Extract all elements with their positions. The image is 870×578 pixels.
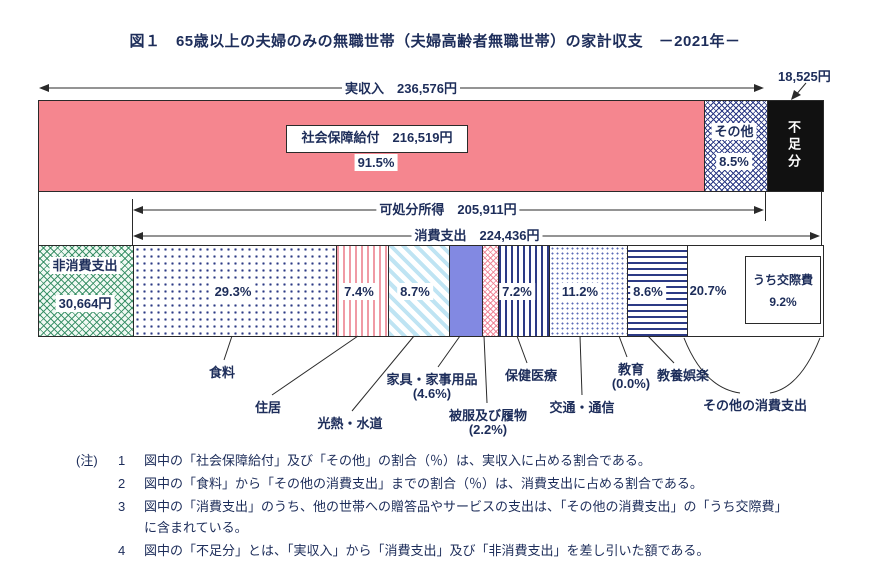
transport-category-label: 交通・通信 [549,400,615,415]
income-bar [38,100,824,192]
housing-pct-label: 7.4% [341,283,377,300]
clothing-segment [483,246,499,336]
note-row: (注) 1 図中の「社会保障給付」及び「その他」の割合（％）は、実収入に占める割… [76,450,848,471]
recreation-pct-label: 8.6% [630,283,666,300]
utilities-category-label: 光熱・水道 [317,416,383,431]
note-tag [76,540,118,561]
disposable-income-label: 可処分所得 205,911円 [376,201,520,218]
note-number: 1 [118,453,126,468]
note-text: 図中の「社会保障給付」及び「その他」の割合（％）は、実収入に占める割合である。 [144,453,651,468]
note-number: 4 [118,543,126,558]
consumption-total-label: 消費支出 224,436円 [411,227,543,244]
furniture-segment [450,246,483,336]
food-pct-label: 29.3% [211,283,255,300]
non-consumption-amount-label: 30,664円 [55,295,115,312]
education-pct-label: (0.0%) [611,376,651,391]
social-expenses-box: うち交際費 9.2% [745,256,821,324]
other-income-segment [705,101,768,191]
note-tag: (注) [76,453,98,468]
transport-pct-label: 11.2% [558,283,602,300]
other-consumption-pct-label: 20.7% [689,283,727,298]
deficit-label: 不足分 [786,119,801,171]
social-security-pct-label: 91.5% [354,154,398,171]
food-category-label: 食料 [208,365,236,380]
other-income-pct-label: 8.5% [716,153,752,170]
note-number: 3 [118,499,126,514]
notes-section: (注) 1 図中の「社会保障給付」及び「その他」の割合（％）は、実収入に占める割… [76,450,848,563]
note-tag [76,473,118,494]
education-category-label: 教育 [617,362,645,377]
figure-title: 図１ 65歳以上の夫婦のみの無職世帯（夫婦高齢者無職世帯）の家計収支 －2021… [129,33,741,50]
note-row: 2 図中の「食料」から「その他の消費支出」までの割合（％）は、消費支出に占める割… [76,473,848,494]
note-text: 図中の「食料」から「その他の消費支出」までの割合（％）は、消費支出に占める割合で… [144,476,703,491]
deficit-amount-label: 18,525円 [778,69,831,84]
social-security-label: 社会保障給付 216,519円 [286,125,468,153]
note-number: 2 [118,476,126,491]
furniture-pct-label: (4.6%) [412,386,452,401]
deficit-segment [768,101,823,191]
note-row: 4 図中の「不足分」とは、「実収入」から「消費支出」及び「非消費支出」を差し引い… [76,540,848,561]
utilities-pct-label: 8.7% [397,283,433,300]
non-consumption-label: 非消費支出 [49,257,121,274]
income-total-label: 実収入 236,576円 [342,80,460,97]
note-tag [76,496,118,538]
note-text: 図中の「不足分」とは、「実収入」から「消費支出」及び「非消費支出」を差し引いた額… [144,543,710,558]
other-category-label: その他の消費支出 [702,398,808,413]
housing-category-label: 住居 [254,400,282,415]
clothing-pct-label: (2.2%) [468,422,508,437]
note-text: 図中の「消費支出」のうち、他の世帯への贈答品やサービスの支出は、「その他の消費支… [144,499,782,535]
clothing-category-label: 被服及び履物 [448,408,528,423]
health-pct-label: 7.2% [499,283,535,300]
social-expenses-pct: 9.2% [769,295,797,309]
health-category-label: 保健医療 [504,368,558,383]
social-expenses-label: うち交際費 [752,273,813,287]
note-row: 3 図中の「消費支出」のうち、他の世帯への贈答品やサービスの支出は、「その他の消… [76,496,848,538]
other-income-label: その他 [711,123,757,140]
recreation-category-label: 教養娯楽 [656,368,710,383]
